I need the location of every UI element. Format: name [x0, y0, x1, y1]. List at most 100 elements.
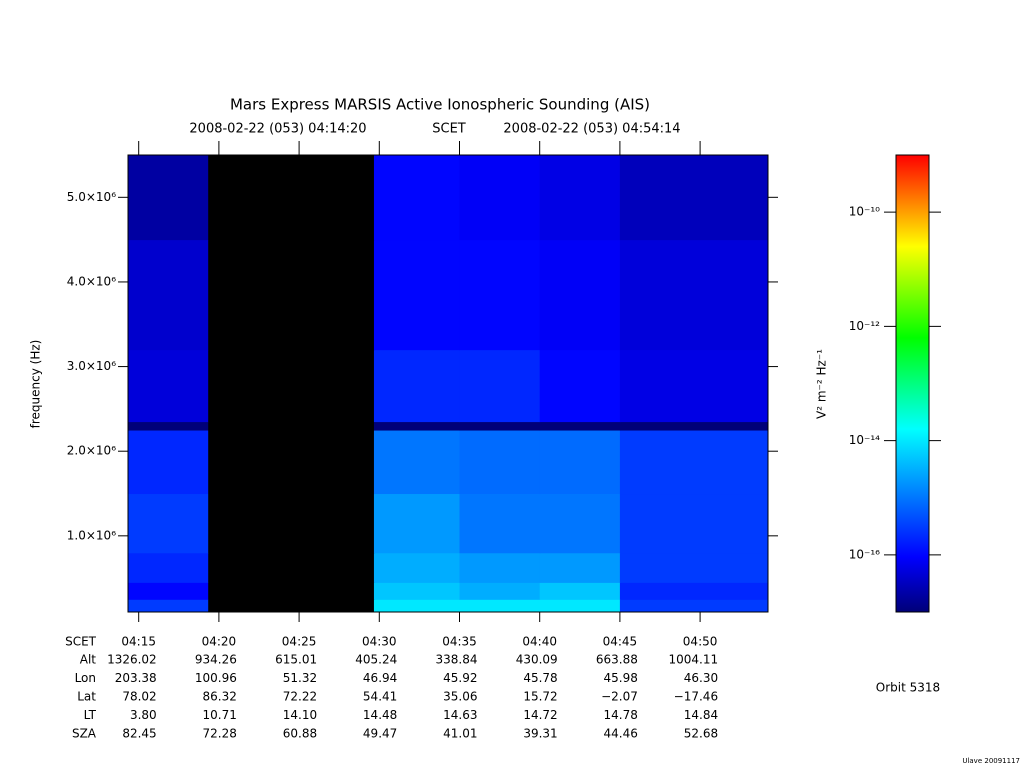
ephemeris-value: 78.02	[122, 690, 156, 704]
ephemeris-value: 82.45	[122, 727, 156, 741]
spectrogram-cell	[459, 155, 541, 241]
ephemeris-label: Lon	[75, 671, 96, 685]
spectrogram-cell	[208, 493, 375, 554]
spectrogram-cell	[373, 430, 460, 495]
ephemeris-value: 1326.02	[107, 653, 157, 667]
credit: Ulave 20091117	[962, 757, 1020, 765]
y-axis-label: frequency (Hz)	[29, 340, 43, 429]
ephemeris-value: 100.96	[195, 671, 237, 685]
ephemeris-value: 72.22	[283, 690, 317, 704]
spectrogram-cell	[619, 421, 769, 431]
spectrogram-cell	[373, 599, 460, 613]
spectrogram-cell	[619, 349, 769, 423]
spectrogram-cell	[208, 599, 375, 613]
spectrogram-cell	[539, 430, 621, 495]
spectrogram-cell	[208, 155, 375, 241]
ephemeris-value: 41.01	[443, 727, 477, 741]
colorbar-tick-label: 10⁻¹⁴	[849, 433, 880, 447]
spectrogram-cell	[539, 582, 621, 600]
y-tick-label: 4.0×10⁶	[67, 274, 116, 288]
ephemeris-label: Alt	[80, 653, 97, 667]
ephemeris-value: 430.09	[516, 653, 558, 667]
orbit: Orbit 5318	[876, 681, 940, 695]
spectrogram-cell	[539, 552, 621, 583]
spectrogram-cell	[459, 599, 541, 613]
ephemeris-value: 49.47	[363, 727, 397, 741]
spectrogram-cell	[128, 349, 209, 423]
ephemeris-value: 405.24	[355, 653, 397, 667]
ephemeris-value: 934.26	[195, 653, 237, 667]
end-time: 2008-02-22 (053) 04:54:14	[503, 122, 680, 137]
ephemeris-value: 14.48	[363, 708, 397, 722]
x-tick-label: 04:20	[202, 635, 237, 649]
ephemeris-value: 338.84	[435, 653, 477, 667]
spectrogram-cell	[128, 239, 209, 351]
ephemeris-time-label: SCET	[65, 635, 97, 649]
spectrogram-cell	[373, 349, 460, 423]
ephemeris-value: 14.63	[443, 708, 477, 722]
x-tick-label: 04:45	[603, 635, 638, 649]
spectrogram-cell	[459, 582, 541, 600]
ephemeris-value: −2.07	[601, 690, 638, 704]
spectrogram-cell	[128, 552, 209, 583]
spectrogram-cell	[373, 239, 460, 351]
ephemeris-value: 86.32	[203, 690, 237, 704]
spectrogram-cell	[619, 493, 769, 554]
spectrogram-cell	[619, 582, 769, 600]
spectrogram-cell	[619, 552, 769, 583]
ephemeris-value: 45.78	[523, 671, 557, 685]
x-tick-label: 04:30	[362, 635, 397, 649]
ephemeris-value: 14.10	[283, 708, 317, 722]
spectrogram-cell	[373, 552, 460, 583]
ephemeris-value: 615.01	[275, 653, 317, 667]
spectrogram-cell	[128, 493, 209, 554]
ephemeris-value: 35.06	[443, 690, 477, 704]
x-tick-label: 04:40	[522, 635, 557, 649]
y-tick-label: 2.0×10⁶	[67, 444, 116, 458]
spectrogram-cell	[619, 430, 769, 495]
colorbar-tick-label: 10⁻¹⁶	[849, 547, 880, 561]
y-tick-label: 5.0×10⁶	[67, 190, 116, 204]
ephemeris-value: 3.80	[130, 708, 157, 722]
ephemeris-label: Lat	[77, 690, 96, 704]
spectrogram-cell	[459, 552, 541, 583]
ephemeris-value: 46.94	[363, 671, 397, 685]
spectrogram-cell	[208, 582, 375, 600]
time-label: SCET	[432, 122, 466, 137]
chart-title: Mars Express MARSIS Active Ionospheric S…	[230, 96, 650, 114]
spectrogram-cell	[373, 493, 460, 554]
x-tick-label: 04:50	[683, 635, 718, 649]
colorbar-tick-label: 10⁻¹²	[849, 319, 880, 333]
spectrogram-cell	[373, 582, 460, 600]
ephemeris-value: 54.41	[363, 690, 397, 704]
y-tick-label: 1.0×10⁶	[67, 528, 116, 542]
spectrogram-cell	[128, 582, 209, 600]
ephemeris-value: 14.84	[684, 708, 718, 722]
y-tick-label: 3.0×10⁶	[67, 359, 116, 373]
plot-frame	[127, 154, 769, 613]
ephemeris-value: 39.31	[523, 727, 557, 741]
spectrogram-cell	[128, 599, 209, 613]
spectrogram-cell	[128, 430, 209, 495]
ephemeris-value: 15.72	[523, 690, 557, 704]
ephemeris-label: LT	[84, 708, 97, 722]
spectrogram-cell	[539, 493, 621, 554]
spectrogram-cell	[208, 239, 375, 351]
ephemeris-value: 203.38	[115, 671, 157, 685]
spectrogram-cell	[128, 155, 209, 241]
spectrogram-cell	[619, 599, 769, 613]
ephemeris-value: 44.46	[604, 727, 638, 741]
spectrogram-cell	[459, 421, 541, 431]
spectrogram-cell	[208, 430, 375, 495]
ephemeris-label: SZA	[72, 727, 97, 741]
colorbar-tick-label: 10⁻¹⁰	[849, 205, 880, 219]
spectrogram-cell	[539, 239, 621, 351]
spectrogram-cell	[208, 349, 375, 423]
spectrogram-cell	[459, 239, 541, 351]
ephemeris-value: 663.88	[596, 653, 638, 667]
spectrogram-cell	[459, 493, 541, 554]
spectrogram-cell	[539, 421, 621, 431]
colorbar-label: V² m⁻² Hz⁻¹	[815, 349, 829, 419]
ephemeris-value: 51.32	[283, 671, 317, 685]
